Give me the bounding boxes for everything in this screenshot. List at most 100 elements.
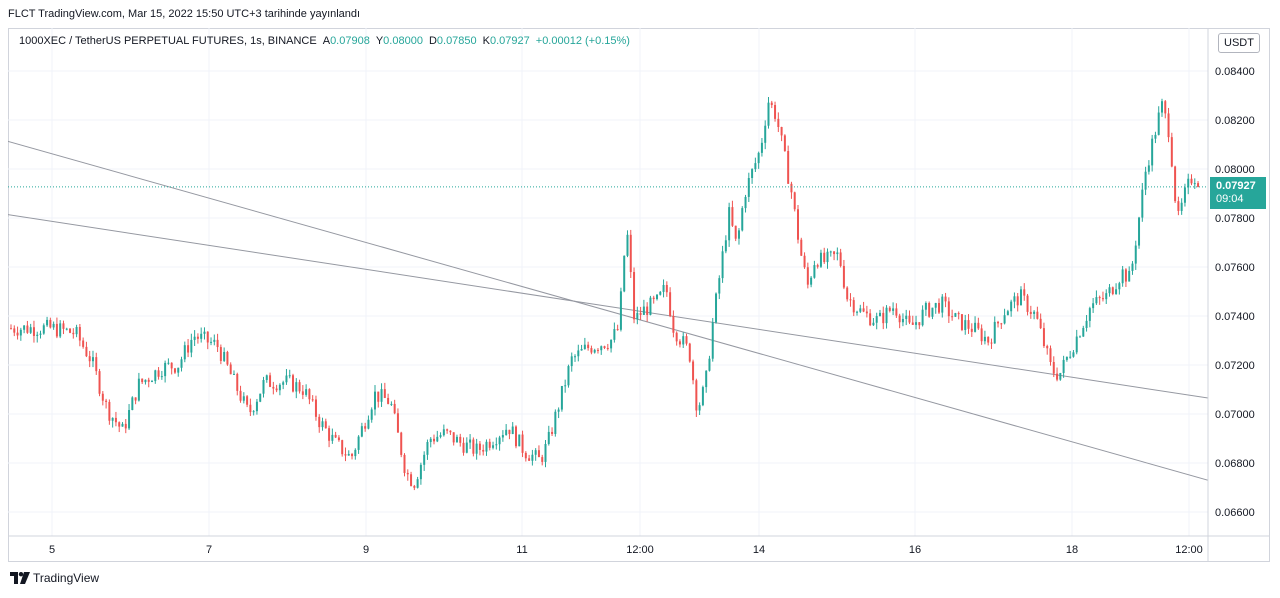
candle-body xyxy=(892,308,895,311)
candle-body xyxy=(816,265,819,267)
candle-body xyxy=(639,312,642,315)
candle-body xyxy=(918,322,921,326)
candle-body xyxy=(593,349,596,353)
candle-body xyxy=(485,441,488,452)
candle-body xyxy=(85,346,88,357)
candle-body xyxy=(501,435,504,438)
candle-body xyxy=(465,442,468,453)
candle-body xyxy=(528,458,531,461)
candle-body xyxy=(1111,287,1114,294)
candle-body xyxy=(413,485,416,488)
candle-body xyxy=(603,346,606,348)
candle-body xyxy=(219,347,222,361)
candle-body xyxy=(695,380,698,411)
candle-body xyxy=(1187,178,1190,188)
candle-body xyxy=(649,297,652,315)
candle-body xyxy=(390,403,393,405)
candle-body xyxy=(59,323,62,337)
candle-body xyxy=(180,359,183,368)
price-tick-label: 0.06600 xyxy=(1215,507,1255,519)
candle-body xyxy=(531,454,534,461)
candle-body xyxy=(810,277,813,285)
tradingview-logo[interactable]: TradingView xyxy=(10,571,99,585)
candle-body xyxy=(436,436,439,442)
candle-body xyxy=(508,429,511,435)
candle-body xyxy=(403,454,406,473)
candle-body xyxy=(82,340,85,347)
candle-body xyxy=(1082,327,1085,337)
candle-body xyxy=(1023,289,1026,296)
time-tick-label: 18 xyxy=(1066,544,1078,556)
candle-body xyxy=(580,348,583,351)
candle-body xyxy=(534,450,537,455)
price-tick-label: 0.07200 xyxy=(1215,360,1255,372)
time-tick-label: 16 xyxy=(909,544,921,556)
candle-body xyxy=(1098,297,1101,299)
candle-body xyxy=(65,328,68,330)
candle-body xyxy=(475,443,478,454)
candle-body xyxy=(229,364,232,375)
candle-body xyxy=(111,417,114,421)
candle-body xyxy=(1138,217,1141,246)
trendline[interactable] xyxy=(0,125,1280,532)
candle-body xyxy=(865,311,868,314)
price-tick-label: 0.08400 xyxy=(1215,66,1255,78)
candle-body xyxy=(170,362,173,369)
last-price-value: 0.07927 xyxy=(1216,180,1256,192)
candle-body xyxy=(970,328,973,332)
candle-body xyxy=(492,445,495,448)
candle-body xyxy=(941,296,944,313)
candle-body xyxy=(216,339,219,348)
time-tick-label: 7 xyxy=(206,544,212,556)
candle-body xyxy=(1105,293,1108,300)
candle-body xyxy=(587,344,590,349)
candle-body xyxy=(652,297,655,300)
trendline[interactable] xyxy=(0,206,1280,468)
symbol-legend[interactable]: 1000XEC / TetherUS PERPETUAL FUTURES, 1s… xyxy=(19,35,630,47)
price-tick-label: 0.06800 xyxy=(1215,458,1255,470)
time-tick-label: 5 xyxy=(49,544,55,556)
candle-body xyxy=(32,327,35,336)
candle-body xyxy=(629,234,632,273)
candle-body xyxy=(583,344,586,349)
legend-close-value: 0.07927 xyxy=(490,35,530,47)
candle-body xyxy=(272,386,275,389)
candle-body xyxy=(131,397,134,411)
candle-body xyxy=(1052,361,1055,374)
candle-body xyxy=(78,327,81,341)
legend-open-label: A xyxy=(322,35,331,47)
candle-body xyxy=(905,315,908,319)
candle-body xyxy=(878,312,881,317)
legend-change: +0.00012 (+0.15%) xyxy=(535,35,630,47)
candle-body xyxy=(344,454,347,456)
candle-body xyxy=(869,313,872,326)
currency-button[interactable]: USDT xyxy=(1218,33,1260,53)
candle-body xyxy=(1095,297,1098,304)
candle-body xyxy=(357,436,360,450)
time-tick-label: 9 xyxy=(363,544,369,556)
candle-body xyxy=(754,163,757,170)
time-axis[interactable]: 5 7 9 11 12:00 14 16 18 12:00 xyxy=(49,544,1203,556)
candle-body xyxy=(846,287,849,300)
candle-body xyxy=(278,384,281,391)
legend-close-label: K xyxy=(482,35,490,47)
candle-body xyxy=(744,196,747,209)
candle-body xyxy=(511,426,514,435)
candle-body xyxy=(200,333,203,339)
candle-body xyxy=(255,401,258,412)
price-axis[interactable]: 0.08400 0.08200 0.08000 0.07800 0.07600 0.074… xyxy=(1215,66,1255,519)
candle-body xyxy=(774,105,777,119)
candle-body xyxy=(1144,171,1147,190)
candle-body xyxy=(1124,269,1127,282)
candle-body xyxy=(1164,101,1167,114)
candle-body xyxy=(567,366,570,386)
candle-body xyxy=(793,192,796,210)
candle-body xyxy=(718,278,721,294)
candle-body xyxy=(1072,352,1075,357)
candle-body xyxy=(757,152,760,164)
candle-body xyxy=(590,348,593,353)
chart-frame[interactable] xyxy=(8,28,1270,562)
candle-body xyxy=(797,209,799,240)
candle-body xyxy=(239,390,242,401)
